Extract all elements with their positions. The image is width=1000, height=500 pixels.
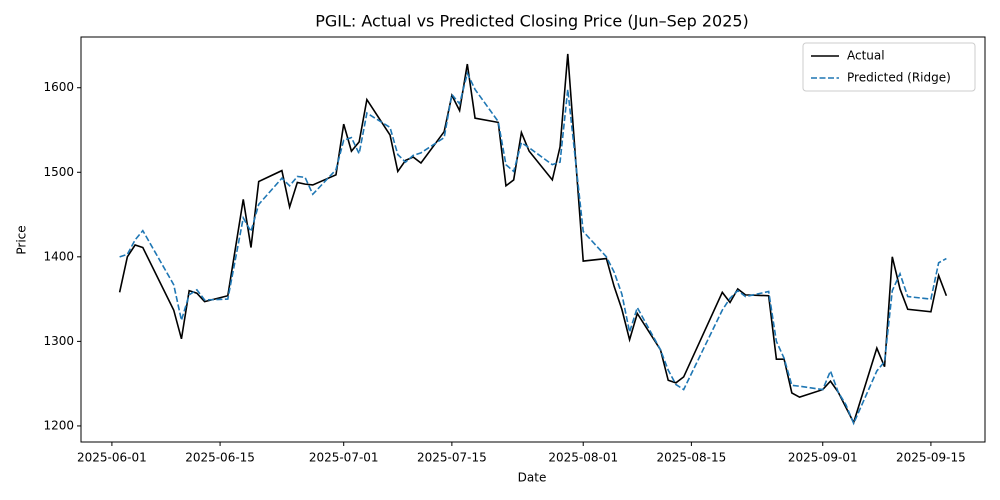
legend-label: Predicted (Ridge) — [847, 71, 951, 85]
y-tick-label: 1500 — [43, 165, 74, 179]
x-tick-label: 2025-09-01 — [788, 451, 858, 465]
y-tick-label: 1400 — [43, 249, 74, 263]
chart-title: PGIL: Actual vs Predicted Closing Price … — [315, 12, 749, 31]
series-line — [119, 71, 947, 426]
x-axis-label: Date — [518, 471, 547, 485]
x-tick-label: 2025-07-01 — [309, 451, 379, 465]
plot-frame — [80, 36, 986, 443]
x-tick-label: 2025-08-15 — [657, 451, 727, 465]
legend-box — [802, 42, 976, 92]
x-tick-label: 2025-06-15 — [185, 451, 255, 465]
x-tick-label: 2025-06-01 — [77, 451, 147, 465]
legend-label: Actual — [847, 49, 885, 63]
y-axis-label: Price — [15, 225, 29, 254]
x-tick-label: 2025-07-15 — [417, 451, 487, 465]
x-tick-label: 2025-08-01 — [548, 451, 618, 465]
y-tick-label: 1200 — [43, 418, 74, 432]
y-tick-label: 1300 — [43, 334, 74, 348]
x-tick-label: 2025-09-15 — [896, 451, 966, 465]
y-tick-label: 1600 — [43, 80, 74, 94]
